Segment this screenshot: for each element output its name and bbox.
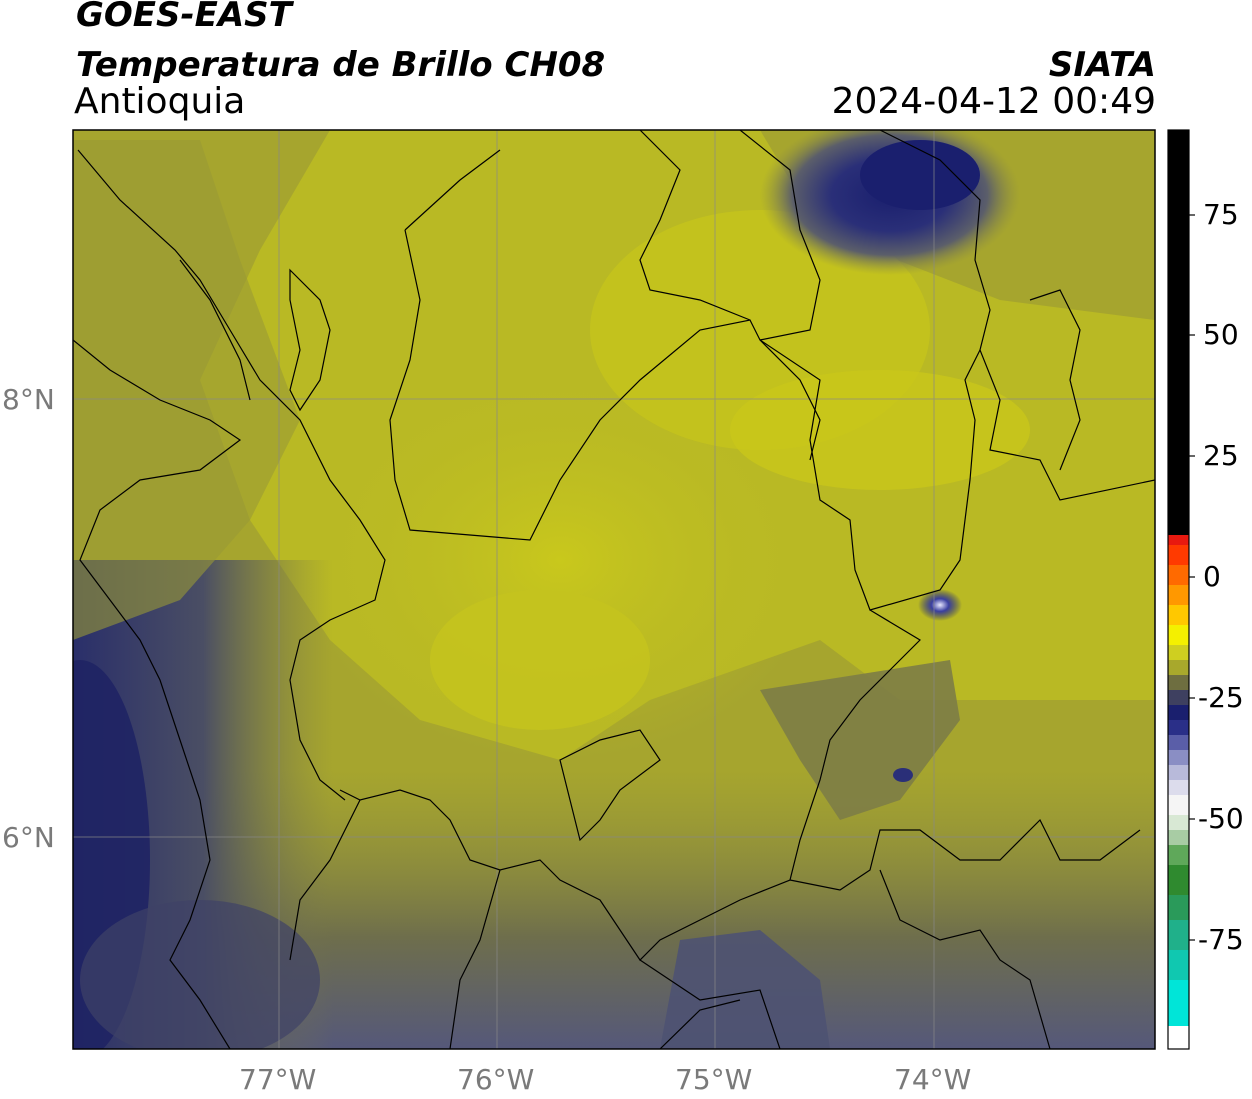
colorbar-tick-neg75: -75	[1198, 923, 1244, 956]
graticule	[73, 130, 1155, 1049]
product-title: Temperatura de Brillo CH08	[76, 45, 606, 85]
lat-label-8n: 8°N	[2, 383, 55, 416]
colorbar-tick-neg25: -25	[1198, 681, 1244, 714]
map-frame	[72, 129, 1156, 1050]
colorbar-tick-0: 0	[1203, 560, 1221, 593]
colorbar-tick-50: 50	[1203, 318, 1239, 351]
colorbar-tick-75: 75	[1203, 198, 1239, 231]
timestamp-label: 2024-04-12 00:49	[831, 81, 1156, 122]
lon-label-74w: 74°W	[894, 1063, 972, 1096]
colorbar	[1167, 129, 1195, 1050]
lon-label-76w: 76°W	[457, 1063, 535, 1096]
colorbar-tick-neg50: -50	[1198, 802, 1244, 835]
boundaries	[73, 130, 1155, 1049]
lon-label-77w: 77°W	[239, 1063, 317, 1096]
lon-label-75w: 75°W	[675, 1063, 753, 1096]
satellite-title: GOES-EAST	[76, 0, 292, 35]
region-label: Antioquia	[74, 81, 246, 122]
lat-label-6n: 6°N	[2, 821, 55, 854]
colorbar-tick-25: 25	[1203, 439, 1239, 472]
temperature-field	[73, 130, 1155, 1049]
agency-label: SIATA	[1048, 45, 1156, 85]
